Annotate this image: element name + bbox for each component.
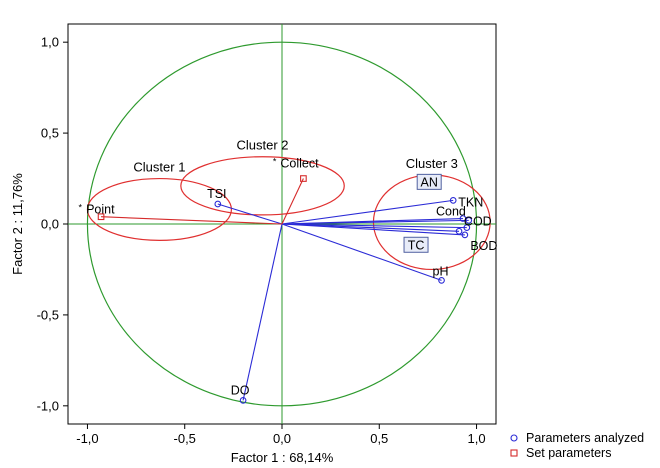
marker-star-collect: * (273, 157, 277, 167)
label-collect: Collect (280, 157, 319, 171)
cluster-label-cluster-1: Cluster 1 (133, 160, 185, 175)
x-tick-label: 0,5 (370, 431, 388, 446)
legend-label-set-parameters: Set parameters (526, 446, 611, 460)
label-cod: COD (464, 215, 492, 229)
label-box-tc (403, 236, 429, 253)
points-layer (97, 175, 473, 404)
vector-point (101, 216, 283, 225)
point-point (97, 213, 105, 221)
legend-marker-set-parameters (510, 449, 518, 457)
cluster-label-cluster-2: Cluster 2 (237, 138, 289, 153)
point-tc (455, 227, 463, 235)
label-bod: BOD (470, 239, 497, 253)
vector-ph (281, 223, 442, 281)
point-tkn (465, 217, 473, 224)
y-tick-label: -0,5 (37, 307, 59, 322)
point-an (449, 197, 457, 204)
ticks-layer: -1,0 -0,5 0,0 0,5 1,0 1,0 0,5 0,0 -0,5 -1,0 (37, 35, 486, 446)
x-axis-label: Factor 1 : 68,14% (231, 450, 334, 465)
vector-tc (281, 223, 460, 232)
vector-bod (281, 223, 465, 236)
x-tick-label: -1,0 (76, 431, 98, 446)
y-tick-label: 0,0 (41, 217, 59, 232)
marker-star-point: * (79, 203, 83, 213)
point-do (239, 397, 247, 404)
label-point: Point (86, 203, 115, 217)
y-tick-label: 1,0 (41, 35, 59, 50)
x-tick-label: -0,5 (174, 431, 196, 446)
label-tc: TC (408, 238, 425, 252)
label-cond: Cond (436, 205, 466, 219)
x-tick-label: 1,0 (468, 431, 486, 446)
vector-tsi (217, 203, 283, 225)
point-cod (463, 224, 471, 231)
label-an: AN (421, 175, 438, 189)
vector-an (281, 199, 454, 225)
label-tkn: TKN (458, 195, 483, 209)
point-ph (438, 277, 445, 284)
label-box-an (416, 173, 442, 190)
cluster-label-cluster-3: Cluster 3 (406, 156, 458, 171)
vector-layer (101, 178, 469, 401)
point-bod (461, 231, 469, 239)
vector-cod (281, 223, 467, 229)
point-cond (459, 215, 467, 222)
label-do: DO (231, 383, 250, 397)
label-ph: pH (433, 264, 449, 278)
point-collect (300, 175, 307, 182)
vector-do (242, 223, 283, 401)
vector-tkn (281, 219, 469, 225)
label-tsi: TSI (207, 187, 226, 201)
legend-label-parameters-analyzed: Parameters analyzed (526, 431, 644, 445)
cluster-ellipse-cluster-2 (180, 156, 345, 216)
y-axis-label: Factor 2 : 11,76% (10, 173, 25, 275)
cluster-ellipse-cluster-1 (86, 177, 233, 241)
point-tsi (214, 200, 222, 208)
y-tick-label: 0,5 (41, 126, 59, 141)
x-tick-label: 0,0 (273, 431, 291, 446)
legend-marker-parameters-analyzed (510, 434, 518, 442)
vector-collect (281, 178, 304, 225)
y-tick-label: -1,0 (37, 398, 59, 413)
